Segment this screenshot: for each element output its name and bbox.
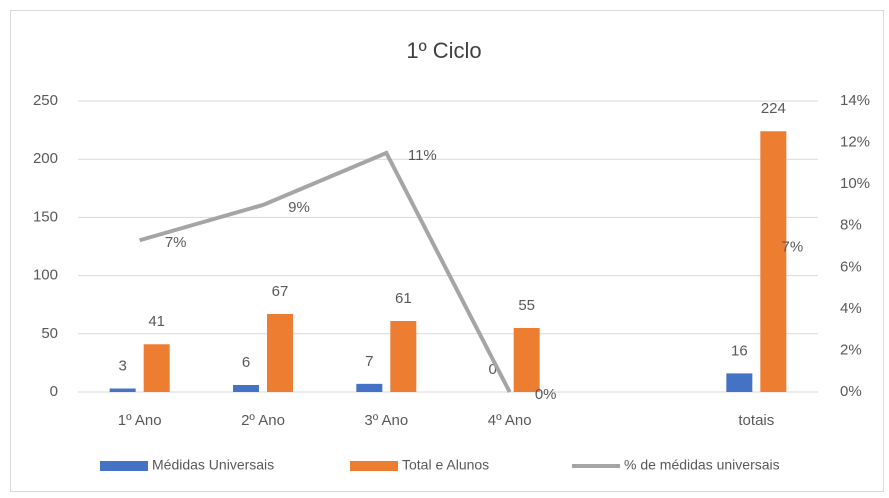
- bar-value-label: 6: [242, 354, 250, 371]
- bar: [233, 385, 259, 392]
- bar: [513, 327, 540, 392]
- bar-value-label: 3: [118, 357, 126, 374]
- y-tick-label: 100: [33, 267, 58, 284]
- y-tick-label: 0: [50, 383, 58, 400]
- line-series: [139, 150, 512, 393]
- bar-value-label: 0: [488, 361, 496, 378]
- line-value-label: 7%: [165, 234, 187, 251]
- legend-label: Total e Alunos: [402, 457, 489, 473]
- x-tick-label: 3º Ano: [364, 412, 408, 429]
- y-tick-label: 50: [41, 325, 58, 342]
- bar-value-label: 224: [761, 100, 786, 117]
- bar: [356, 383, 383, 392]
- bar-value-label: 55: [518, 297, 535, 314]
- x-tick-label: 2º Ano: [241, 412, 285, 429]
- bar-value-label: 67: [272, 283, 289, 300]
- legend-label: % de médidas universais: [624, 457, 780, 473]
- legend-label: Médidas Universais: [152, 457, 274, 473]
- bar-value-label: 7: [365, 353, 373, 370]
- line-value-label: 0%: [535, 386, 557, 403]
- legend-swatch: [100, 461, 148, 471]
- bar: [726, 373, 753, 392]
- line-value-label: 9%: [288, 199, 310, 216]
- x-tick-label: 1º Ano: [118, 412, 162, 429]
- bar: [390, 320, 417, 392]
- y2-tick-label: 14%: [840, 92, 870, 109]
- y2-tick-label: 8%: [840, 217, 862, 234]
- y2-tick-label: 6%: [840, 258, 862, 275]
- line-value-label: 7%: [781, 238, 803, 255]
- y2-tick-label: 12%: [840, 134, 870, 151]
- bar: [143, 344, 170, 392]
- x-tick-label: totais: [738, 412, 774, 429]
- chart-title: 1º Ciclo: [406, 38, 481, 63]
- bar: [109, 388, 136, 392]
- y-tick-label: 250: [33, 92, 58, 109]
- legend-swatch: [350, 461, 398, 471]
- y2-tick-label: 4%: [840, 300, 862, 317]
- y2-tick-label: 10%: [840, 175, 870, 192]
- bar-value-label: 16: [731, 342, 748, 359]
- x-tick-label: 4º Ano: [488, 412, 532, 429]
- y2-tick-label: 2%: [840, 341, 862, 358]
- bar-value-label: 61: [395, 290, 412, 307]
- chart-border: [10, 10, 884, 492]
- bar: [760, 131, 787, 392]
- y-tick-label: 150: [33, 208, 58, 225]
- bar: [267, 314, 293, 392]
- y-tick-label: 200: [33, 150, 58, 167]
- line-value-label: 11%: [408, 147, 437, 164]
- y2-tick-label: 0%: [840, 383, 862, 400]
- bar-value-label: 41: [148, 313, 165, 330]
